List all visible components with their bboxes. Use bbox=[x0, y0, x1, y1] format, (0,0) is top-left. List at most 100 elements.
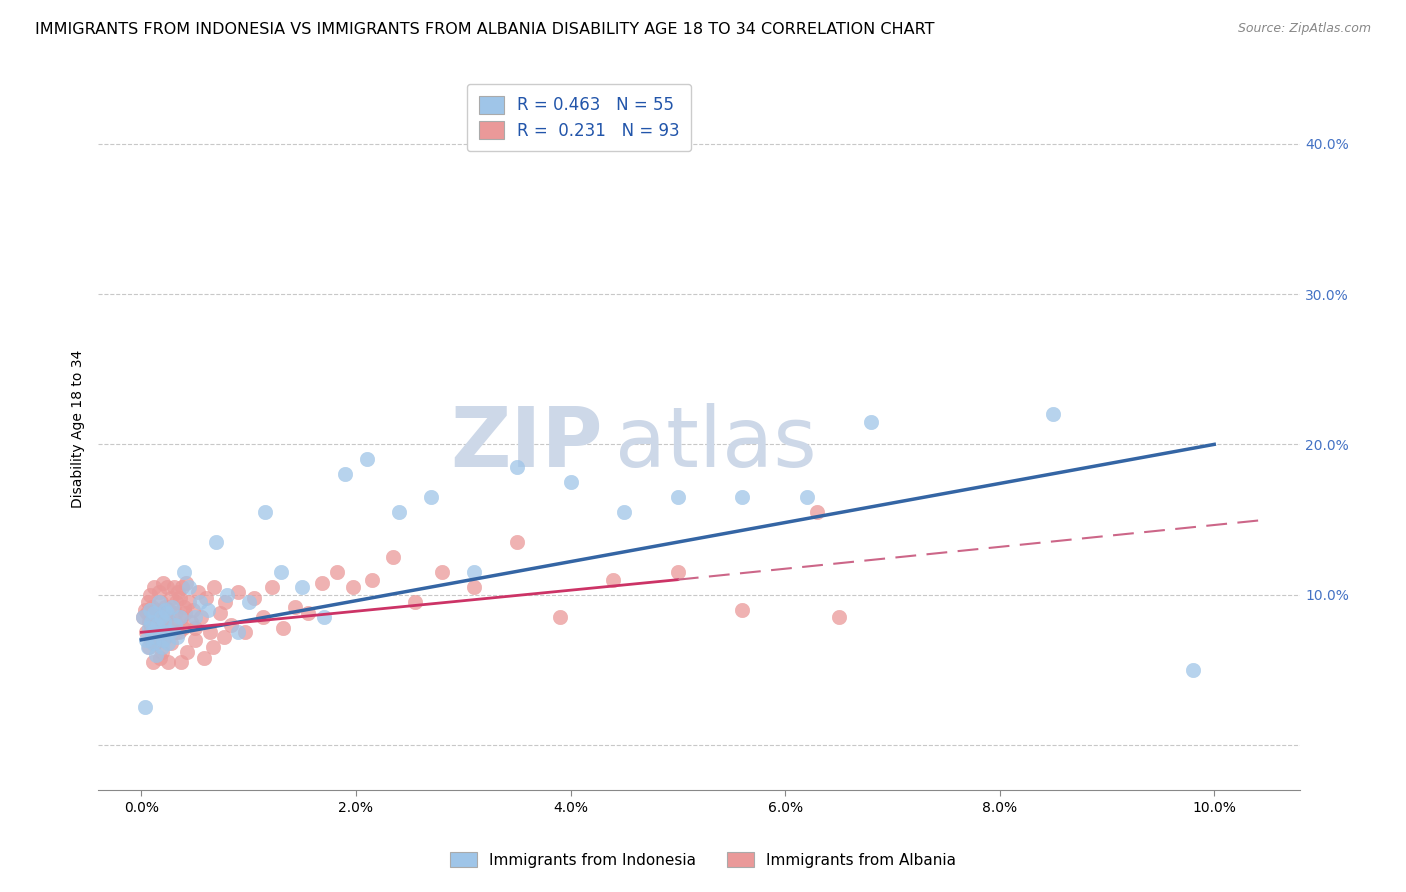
Point bbox=[162, 625, 184, 640]
Text: ZIP: ZIP bbox=[451, 403, 603, 484]
Point bbox=[153, 630, 176, 644]
Point bbox=[145, 648, 167, 662]
Point bbox=[312, 610, 335, 624]
Point bbox=[430, 565, 453, 579]
Point bbox=[148, 584, 170, 599]
Point bbox=[796, 490, 818, 504]
Point bbox=[284, 599, 307, 614]
Point bbox=[252, 610, 274, 624]
Point bbox=[270, 565, 292, 579]
Point bbox=[202, 580, 225, 594]
Point bbox=[135, 606, 157, 620]
Legend: R = 0.463   N = 55, R =  0.231   N = 93: R = 0.463 N = 55, R = 0.231 N = 93 bbox=[467, 84, 692, 152]
Point bbox=[173, 599, 195, 614]
Point bbox=[149, 630, 172, 644]
Point bbox=[150, 640, 173, 655]
Point bbox=[150, 645, 173, 659]
Point bbox=[463, 580, 485, 594]
Point bbox=[157, 656, 180, 670]
Point bbox=[143, 625, 166, 640]
Point bbox=[142, 636, 165, 650]
Point bbox=[165, 595, 187, 609]
Point bbox=[602, 573, 624, 587]
Point bbox=[404, 595, 426, 609]
Point bbox=[162, 599, 184, 614]
Point bbox=[172, 621, 194, 635]
Point bbox=[731, 490, 754, 504]
Point bbox=[176, 645, 198, 659]
Point bbox=[143, 636, 166, 650]
Point bbox=[271, 621, 294, 635]
Point bbox=[172, 580, 194, 594]
Point bbox=[202, 640, 225, 655]
Point bbox=[170, 610, 193, 624]
Point bbox=[160, 591, 183, 605]
Point bbox=[226, 584, 249, 599]
Point bbox=[356, 452, 378, 467]
Point bbox=[142, 656, 165, 670]
Point bbox=[166, 617, 188, 632]
Point bbox=[212, 630, 235, 644]
Point bbox=[169, 591, 191, 605]
Point bbox=[1042, 407, 1064, 421]
Legend: Immigrants from Indonesia, Immigrants from Albania: Immigrants from Indonesia, Immigrants fr… bbox=[441, 844, 965, 875]
Point bbox=[146, 617, 169, 632]
Point bbox=[226, 625, 249, 640]
Point bbox=[142, 610, 165, 624]
Point bbox=[174, 606, 197, 620]
Point bbox=[221, 617, 243, 632]
Point bbox=[382, 550, 405, 565]
Point bbox=[311, 575, 333, 590]
Point bbox=[135, 632, 157, 647]
Point bbox=[169, 610, 191, 624]
Point bbox=[139, 615, 162, 629]
Point bbox=[506, 535, 529, 549]
Point bbox=[163, 606, 186, 620]
Point bbox=[156, 580, 179, 594]
Text: IMMIGRANTS FROM INDONESIA VS IMMIGRANTS FROM ALBANIA DISABILITY AGE 18 TO 34 COR: IMMIGRANTS FROM INDONESIA VS IMMIGRANTS … bbox=[35, 22, 935, 37]
Point bbox=[173, 565, 195, 579]
Point bbox=[184, 610, 207, 624]
Point bbox=[149, 650, 172, 665]
Text: atlas: atlas bbox=[616, 403, 817, 484]
Point bbox=[190, 595, 212, 609]
Point bbox=[828, 610, 851, 624]
Point bbox=[138, 615, 160, 629]
Point bbox=[136, 640, 159, 655]
Point bbox=[388, 505, 411, 519]
Point bbox=[132, 610, 155, 624]
Point bbox=[159, 625, 181, 640]
Point bbox=[176, 575, 198, 590]
Point bbox=[155, 610, 177, 624]
Point bbox=[560, 475, 582, 489]
Point bbox=[1181, 663, 1204, 677]
Point bbox=[325, 565, 347, 579]
Point bbox=[145, 603, 167, 617]
Point bbox=[731, 603, 754, 617]
Point bbox=[152, 632, 174, 647]
Point bbox=[613, 505, 636, 519]
Point bbox=[167, 625, 190, 640]
Point bbox=[141, 625, 163, 640]
Point bbox=[153, 625, 176, 640]
Point bbox=[166, 630, 188, 644]
Point bbox=[181, 603, 204, 617]
Point bbox=[153, 615, 176, 629]
Point bbox=[135, 625, 157, 640]
Point bbox=[138, 640, 160, 655]
Point bbox=[208, 606, 231, 620]
Point bbox=[138, 621, 160, 635]
Point bbox=[806, 505, 828, 519]
Point bbox=[463, 565, 485, 579]
Point bbox=[238, 595, 260, 609]
Point bbox=[165, 625, 187, 640]
Point bbox=[361, 573, 384, 587]
Text: Source: ZipAtlas.com: Source: ZipAtlas.com bbox=[1237, 22, 1371, 36]
Point bbox=[291, 580, 314, 594]
Point bbox=[297, 606, 319, 620]
Point bbox=[180, 615, 202, 629]
Point bbox=[253, 505, 276, 519]
Point bbox=[146, 606, 169, 620]
Point bbox=[149, 625, 172, 640]
Point bbox=[184, 632, 207, 647]
